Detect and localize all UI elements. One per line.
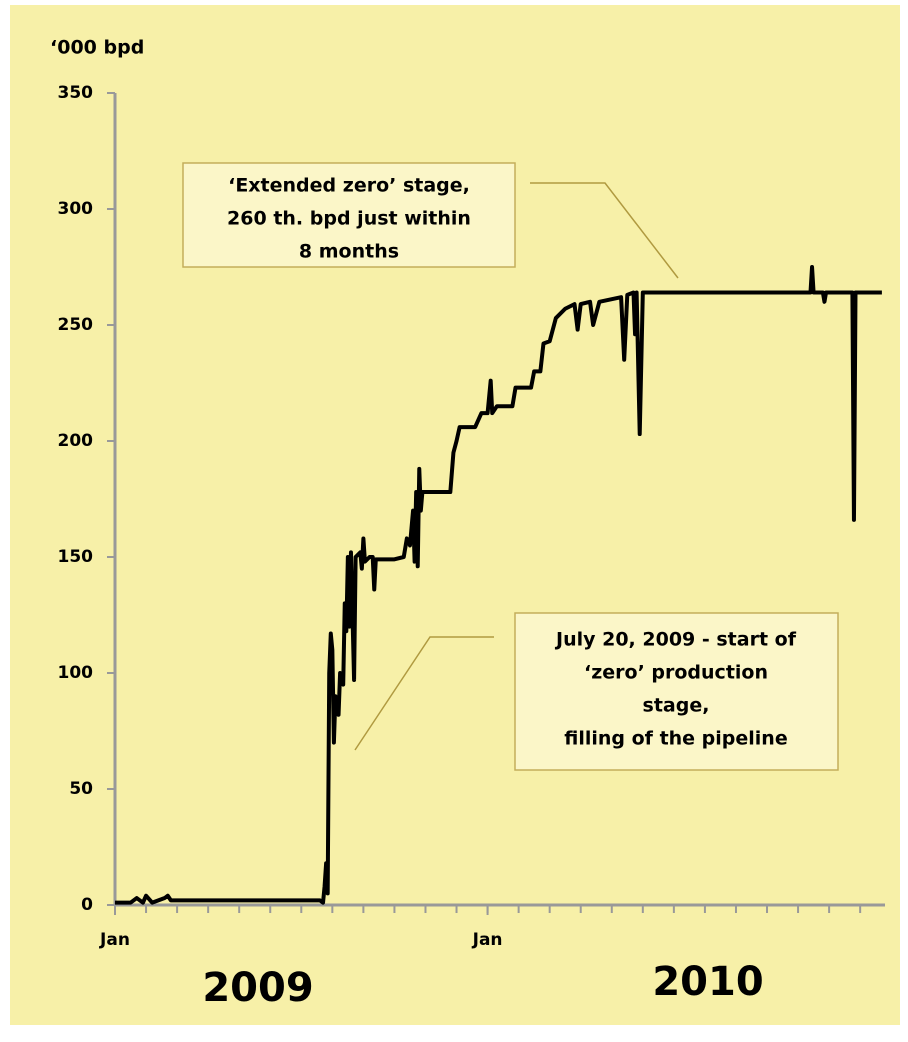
annotation-text: July 20, 2009 - start of [554, 629, 797, 651]
y-tick-label: 0 [81, 895, 93, 915]
year-label: 2010 [652, 959, 763, 1005]
x-tick-label: Jan [472, 930, 503, 950]
leader-line [354, 636, 494, 751]
y-tick-label: 50 [69, 779, 93, 799]
y-axis-label: ‘000 bpd [50, 37, 144, 59]
y-tick-label: 100 [58, 663, 94, 683]
annotation-text: filling of the pipeline [564, 728, 787, 750]
y-tick-label: 150 [58, 547, 94, 567]
y-tick-label: 300 [58, 199, 94, 219]
year-label: 2009 [202, 965, 313, 1011]
y-tick-label: 350 [58, 83, 94, 103]
y-tick-label: 250 [58, 315, 94, 335]
x-tick-label: Jan [99, 930, 130, 950]
annotation-text: 8 months [299, 241, 399, 263]
annotation-box [514, 612, 839, 771]
annotation-text: 260 th. bpd just within [227, 208, 471, 230]
y-tick-label: 200 [58, 431, 94, 451]
background [10, 5, 900, 1025]
data-line [115, 265, 882, 905]
annotation-text: ‘Extended zero’ stage, [228, 175, 470, 197]
leader-line [530, 182, 679, 279]
annotation-text: stage, [643, 695, 710, 717]
annotation-text: ‘zero’ production [584, 662, 768, 684]
annotation-box [182, 162, 516, 268]
